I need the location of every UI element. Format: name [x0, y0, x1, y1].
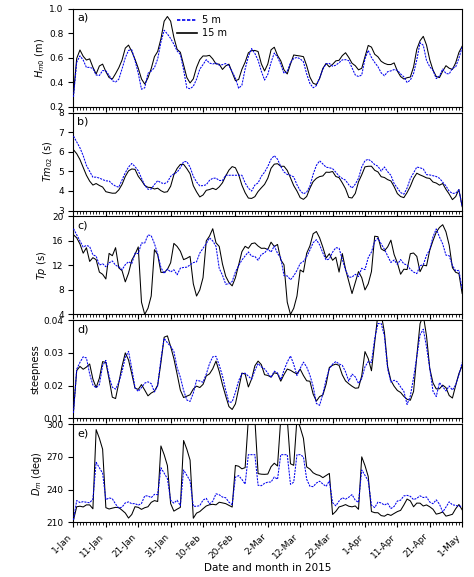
- Text: c): c): [77, 220, 88, 230]
- Y-axis label: $Tm_{02}$ (s): $Tm_{02}$ (s): [42, 141, 55, 182]
- Text: e): e): [77, 428, 89, 438]
- Text: a): a): [77, 13, 89, 23]
- Text: d): d): [77, 324, 89, 334]
- Legend: 5 m, 15 m: 5 m, 15 m: [175, 13, 228, 40]
- Y-axis label: $D_m$ (deg): $D_m$ (deg): [30, 451, 44, 496]
- Y-axis label: $H_{m0}$ (m): $H_{m0}$ (m): [33, 38, 46, 78]
- X-axis label: Date and month in 2015: Date and month in 2015: [204, 563, 331, 574]
- Text: b): b): [77, 117, 89, 126]
- Y-axis label: $Tp$ (s): $Tp$ (s): [36, 251, 49, 280]
- Y-axis label: steepness: steepness: [31, 344, 41, 394]
